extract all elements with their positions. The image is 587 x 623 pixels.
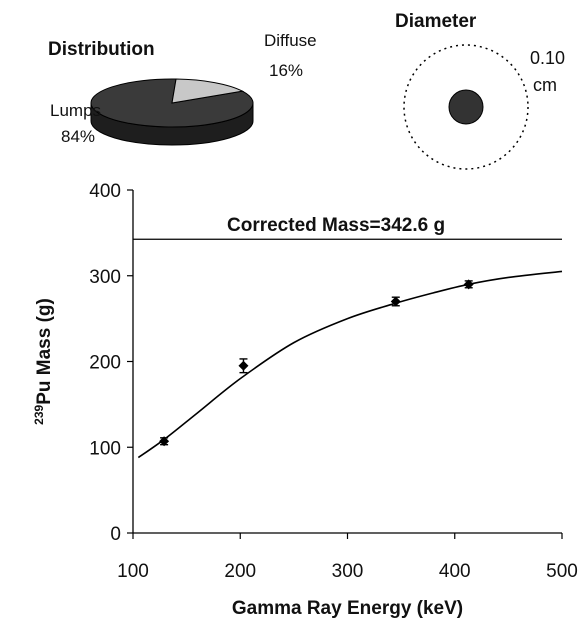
data-points — [159, 279, 474, 447]
mass-vs-energy-chart: 0 100 200 300 400 100 200 300 400 500 Corrected … — [32, 181, 578, 619]
point-marker — [463, 279, 474, 290]
y-tick-label: 300 — [89, 267, 121, 288]
y-tick-label: 200 — [89, 353, 121, 374]
x-tick-label: 100 — [117, 561, 149, 582]
data-point — [238, 358, 249, 374]
pie-label-diffuse-name: Diffuse — [264, 31, 317, 50]
x-tick-label: 200 — [224, 561, 256, 582]
y-axis-label: 239Pu Mass (g) — [32, 298, 55, 425]
pie-label-diffuse-value: 16% — [269, 61, 303, 80]
point-marker — [159, 436, 170, 447]
y-tick-label: 100 — [89, 438, 121, 459]
data-point — [159, 436, 170, 447]
diameter-unit: cm — [533, 75, 557, 95]
x-axis-label: Gamma Ray Energy (keV) — [232, 598, 463, 619]
diameter-value: 0.10 — [530, 48, 565, 68]
distribution-title: Distribution — [48, 39, 155, 60]
pie-slice-diffuse — [171, 78, 245, 104]
y-ticks: 0 100 200 300 400 — [89, 181, 133, 545]
x-tick-label: 300 — [332, 561, 364, 582]
fit-curve — [137, 270, 563, 459]
point-marker — [390, 296, 401, 307]
y-tick-label: 400 — [89, 181, 121, 202]
x-tick-label: 400 — [439, 561, 471, 582]
point-marker — [238, 360, 249, 371]
y-axis-label-superscript: 239 — [32, 404, 46, 424]
corrected-mass-label: Corrected Mass=342.6 g — [227, 215, 445, 236]
y-axis-label-main: Pu Mass (g) — [34, 298, 55, 405]
x-ticks: 100 200 300 400 500 — [117, 533, 578, 582]
pie-label-lumps-name: Lumps — [50, 101, 101, 120]
pie-label-lumps-value: 84% — [61, 127, 95, 146]
diameter-lump-dot — [448, 89, 484, 125]
diameter-outer-dotted-circle — [403, 44, 529, 170]
data-point — [463, 279, 474, 290]
chart-axes — [132, 190, 562, 534]
distribution-pie — [90, 78, 254, 146]
y-tick-label: 0 — [110, 524, 121, 545]
x-tick-label: 500 — [546, 561, 578, 582]
data-point — [390, 296, 401, 307]
diameter-title: Diameter — [395, 11, 477, 32]
